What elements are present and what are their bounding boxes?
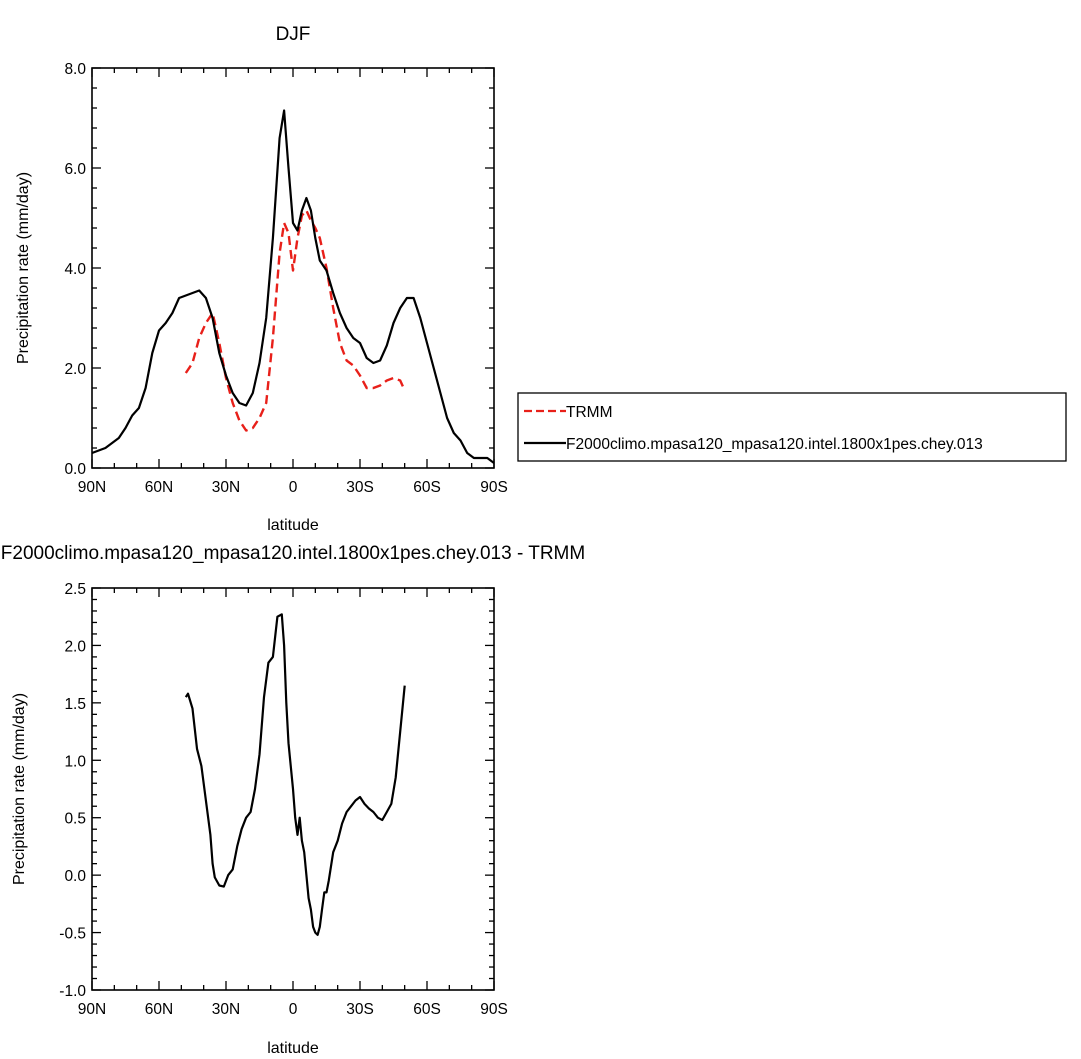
y-tick-label: 1.5: [64, 696, 86, 713]
x-tick-label: 60S: [413, 1001, 441, 1018]
y-tick-label: 1.0: [64, 753, 86, 770]
chart-title: F2000climo.mpasa120_mpasa120.intel.1800x…: [1, 543, 585, 564]
y-tick-label: 0.5: [64, 811, 86, 828]
y-tick-label: 2.0: [64, 638, 86, 655]
legend-box: [517, 392, 1067, 462]
y-tick-label: -0.5: [59, 926, 86, 943]
x-tick-label: 90S: [480, 1001, 508, 1018]
x-axis-label: latitude: [267, 1040, 319, 1057]
series-line-f2000climo-mpasa120-mpasa120-intel-1800x1pes-chey-013: [91, 109, 495, 464]
x-tick-label: 0: [289, 1001, 298, 1018]
series-line-trmm: [184, 209, 406, 432]
y-tick-label: 4.0: [64, 261, 86, 278]
x-tick-label: 0: [289, 479, 298, 496]
x-tick-label: 60S: [413, 479, 441, 496]
chart-title: DJF: [276, 24, 311, 45]
x-tick-label: 60N: [145, 1001, 173, 1018]
x-tick-label: 90N: [78, 1001, 106, 1018]
y-tick-label: 6.0: [64, 161, 86, 178]
y-tick-label: -1.0: [59, 983, 86, 1000]
y-axis-label: Precipitation rate (mm/day): [15, 172, 32, 364]
y-tick-label: 0.0: [64, 461, 86, 478]
x-tick-label: 90N: [78, 479, 106, 496]
y-axis-label: Precipitation rate (mm/day): [11, 693, 28, 885]
legend: TRMM F2000climo.mpasa120_mpasa120.intel.1…: [517, 392, 1067, 462]
x-tick-label: 30S: [346, 479, 374, 496]
x-axis-label: latitude: [267, 517, 319, 534]
bottom-panel: F2000climo.mpasa120_mpasa120.intel.1800x…: [1, 543, 585, 1057]
x-tick-label: 30N: [212, 1001, 240, 1018]
top-panel: DJF 90N 60N 30N 0 30S 60S 90S 0.0 2.0 4.0 6.0 8.0 lat…: [15, 24, 508, 534]
series-line-difference: [184, 613, 406, 936]
y-tick-label: 8.0: [64, 61, 86, 78]
y-tick-label: 2.0: [64, 361, 86, 378]
legend-entry-0: TRMM: [566, 404, 613, 421]
x-tick-label: 30N: [212, 479, 240, 496]
y-tick-label: 0.0: [64, 868, 86, 885]
x-tick-label: 30S: [346, 1001, 374, 1018]
x-tick-label: 60N: [145, 479, 173, 496]
legend-entry-1: F2000climo.mpasa120_mpasa120.intel.1800x…: [566, 436, 983, 453]
x-tick-label: 90S: [480, 479, 508, 496]
y-tick-label: 2.5: [64, 581, 86, 598]
